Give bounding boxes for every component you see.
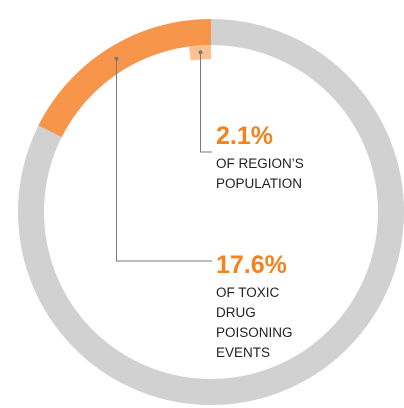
events-caption-line-3: POISONING — [216, 325, 293, 340]
population-caption-line-2: POPULATION — [216, 176, 302, 191]
events-leader-line-dot — [114, 56, 119, 61]
population-leader-line — [200, 52, 212, 153]
events-percent-label: 17.6% — [216, 251, 287, 279]
population-leader-line-dot — [198, 50, 203, 55]
chart-arcs — [18, 19, 404, 405]
events-caption-line-2: DRUG — [216, 305, 256, 320]
leader-lines — [114, 50, 212, 262]
population-percent-label: 2.1% — [216, 122, 273, 150]
annotation-events: 17.6% OF TOXIC DRUG POISONING EVENTS — [216, 251, 293, 360]
events-share-arc — [38, 19, 212, 138]
events-leader-line — [116, 58, 212, 262]
population-caption-line-1: OF REGION’S — [216, 156, 304, 171]
events-caption-line-4: EVENTS — [216, 345, 270, 360]
annotation-population: 2.1% OF REGION’S POPULATION — [216, 122, 304, 191]
events-caption-line-1: OF TOXIC — [216, 285, 280, 300]
